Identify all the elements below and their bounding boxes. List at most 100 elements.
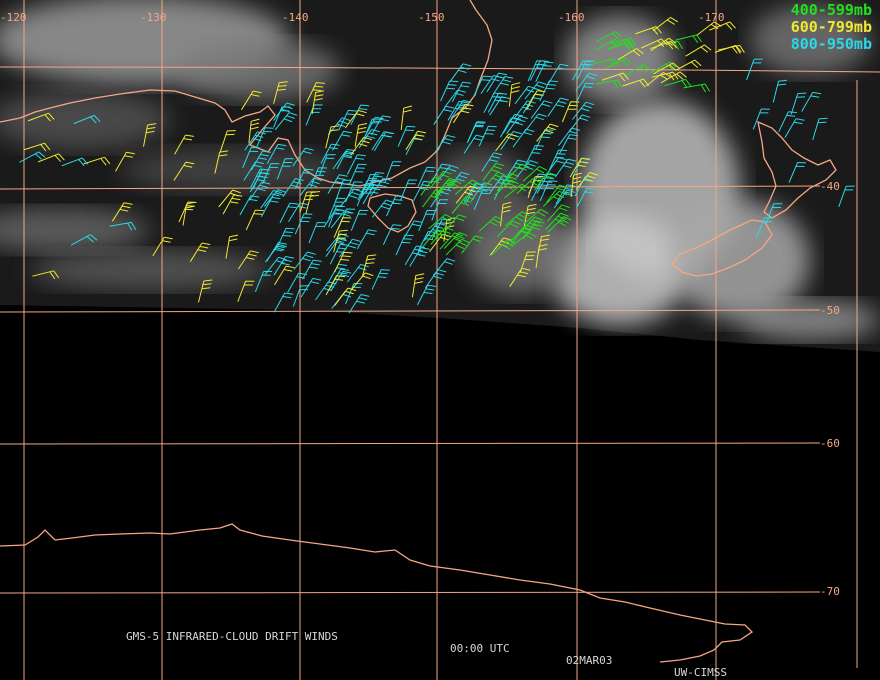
- wind-barb: [534, 172, 556, 191]
- wind-barb: [572, 60, 592, 81]
- wind-barb: [509, 267, 531, 287]
- wind-barb: [575, 72, 598, 92]
- wind-barb: [27, 112, 55, 122]
- lon-label-120: -120: [0, 11, 27, 24]
- wind-barb: [262, 163, 280, 185]
- wind-barb: [480, 75, 502, 94]
- wind-barb: [300, 277, 322, 298]
- wind-barb: [420, 177, 442, 196]
- wind-barb: [345, 181, 363, 203]
- wind-barb: [330, 210, 354, 229]
- wind-barb: [548, 149, 568, 171]
- wind-barb: [675, 34, 703, 44]
- wind-barb: [443, 232, 468, 249]
- wind-barb: [512, 128, 535, 148]
- wind-barb: [652, 16, 679, 32]
- wind-barb: [452, 103, 474, 124]
- wind-barb: [260, 190, 282, 209]
- wind-barb: [346, 154, 366, 175]
- wind-barb: [273, 292, 294, 313]
- wind-barb: [524, 113, 547, 132]
- antarctica-coastline: [0, 523, 754, 663]
- wind-barb: [339, 238, 361, 258]
- wind-barb: [333, 217, 352, 238]
- wind-barb: [350, 104, 370, 125]
- wind-barb: [522, 165, 548, 182]
- wind-barb: [536, 123, 559, 142]
- wind-barb: [23, 142, 51, 152]
- wind-barb: [592, 58, 620, 68]
- wind-barb: [249, 181, 271, 201]
- wind-barb: [239, 195, 260, 216]
- wind-barb: [325, 275, 346, 296]
- wind-barb: [73, 114, 101, 125]
- wind-barb: [545, 212, 569, 230]
- wind-barb: [575, 172, 598, 191]
- wind-barb: [535, 129, 554, 150]
- wind-barb: [173, 161, 195, 181]
- wind-barb: [338, 109, 357, 131]
- wind-barb: [569, 157, 590, 178]
- wind-barb: [436, 179, 462, 195]
- wind-barb: [535, 61, 554, 83]
- wind-barb: [489, 175, 511, 194]
- wind-barb: [765, 203, 783, 225]
- wind-barb: [273, 102, 295, 121]
- wind-barb: [370, 177, 392, 197]
- wind-barb: [397, 125, 416, 147]
- wind-barb: [237, 250, 259, 270]
- wind-barb: [607, 42, 635, 52]
- wind-barb: [255, 127, 274, 149]
- wind-barb: [361, 254, 377, 278]
- wind-barb: [405, 130, 427, 151]
- wind-barb: [602, 72, 629, 82]
- wind-barb: [386, 195, 405, 217]
- wind-barb: [542, 190, 568, 207]
- wind-barb: [327, 174, 348, 194]
- wind-barb: [311, 90, 325, 115]
- lat-label-60: -60: [820, 437, 840, 450]
- wind-barb: [547, 204, 570, 222]
- wind-barb: [244, 131, 266, 151]
- wind-barb: [218, 189, 241, 208]
- wind-barb: [273, 81, 288, 104]
- satellite-imagery: [0, 0, 880, 352]
- wind-barb: [539, 180, 558, 202]
- wind-barb: [449, 63, 472, 82]
- wind-barb: [350, 136, 373, 156]
- wind-barb: [491, 239, 516, 256]
- wind-barb: [319, 154, 336, 176]
- wind-barb: [650, 37, 677, 52]
- wind-barb: [478, 125, 497, 147]
- wind-barb: [718, 44, 745, 54]
- new-zealand-south-coastline: [671, 219, 773, 277]
- wind-barb: [510, 227, 533, 246]
- wind-barb: [340, 188, 363, 207]
- wind-barb: [61, 157, 89, 167]
- wind-barb: [431, 199, 449, 221]
- wind-barb: [801, 91, 822, 112]
- wind-barb: [784, 118, 805, 138]
- wind-barb: [32, 270, 60, 280]
- wind-barb: [473, 75, 492, 97]
- legend-400-599: 400-599mb: [790, 1, 872, 19]
- wind-barb: [547, 216, 572, 233]
- lon-label-160: -160: [558, 11, 585, 24]
- wind-barb: [524, 81, 547, 100]
- wind-barb: [70, 234, 98, 246]
- wind-barb: [510, 224, 534, 242]
- wind-barb: [514, 85, 537, 105]
- lon-label-140: -140: [282, 11, 309, 24]
- wind-barb: [430, 227, 454, 245]
- wind-barb: [506, 163, 530, 181]
- wind-barb: [495, 133, 518, 152]
- wind-barb: [548, 63, 569, 84]
- wind-barb: [529, 60, 549, 81]
- wind-barb: [430, 163, 451, 184]
- wind-barb: [279, 202, 299, 224]
- wind-barb: [506, 115, 528, 135]
- wind-barb: [494, 179, 519, 196]
- wind-barb: [328, 197, 346, 219]
- wind-barb: [496, 173, 520, 192]
